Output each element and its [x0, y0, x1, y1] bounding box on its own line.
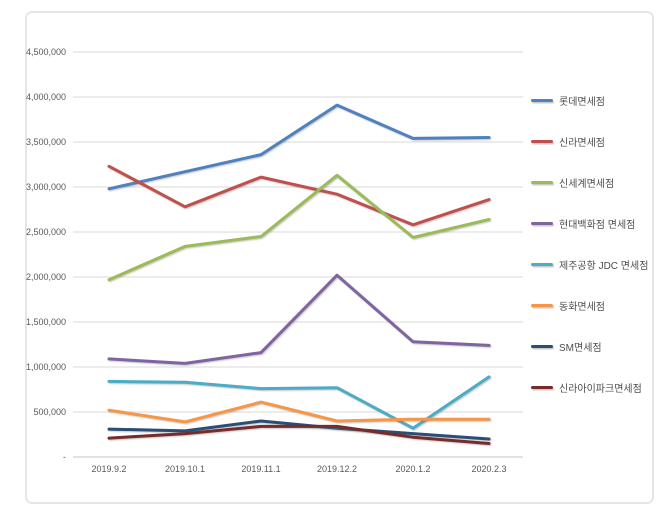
legend-line-swatch: [531, 304, 553, 307]
x-axis-tick-label: 2019.10.1: [164, 464, 206, 474]
legend-line-swatch: [531, 345, 553, 348]
legend-label: 현대백화점 면세점: [559, 220, 636, 231]
series-line-0: [107, 103, 491, 191]
legend-label: SM면세점: [559, 343, 602, 354]
y-axis-tick-label: 4,000,000: [25, 92, 66, 102]
legend-item-0: 롯데면세점: [531, 80, 659, 121]
y-axis-tick-label: 2,500,000: [25, 227, 66, 237]
series-line-3: [107, 273, 491, 365]
legend-label: 제주공항 JDC 면세점: [559, 261, 649, 272]
series-line-2: [107, 173, 491, 282]
series-line-6: [107, 419, 491, 441]
series-line-7: [107, 424, 491, 445]
series-line-5: [107, 400, 491, 424]
legend-line-swatch: [531, 386, 553, 389]
legend-label: 롯데면세점: [559, 97, 605, 108]
y-axis-tick-label: 500,000: [33, 407, 66, 417]
legend-label: 신세계면세점: [559, 179, 615, 190]
legend-line-swatch: [531, 181, 553, 184]
y-axis-tick-label: 4,500,000: [25, 47, 66, 57]
legend-line-swatch: [531, 263, 553, 266]
y-axis-tick-label: -: [63, 452, 66, 462]
y-axis-tick-label: 3,000,000: [25, 182, 66, 192]
legend-item-3: 현대백화점 면세점: [531, 203, 659, 244]
legend-line-swatch: [531, 99, 553, 102]
legend-item-2: 신세계면세점: [531, 162, 659, 203]
x-axis-tick-label: 2019.9.2: [91, 464, 127, 474]
legend-label: 동화면세점: [559, 302, 605, 313]
legend-label: 신라아이파크면세점: [559, 384, 642, 395]
y-axis-tick-label: 1,500,000: [25, 317, 66, 327]
y-axis-tick-label: 3,500,000: [25, 137, 66, 147]
x-axis-tick-label: 2019.12.2: [316, 464, 358, 474]
legend-line-swatch: [531, 222, 553, 225]
legend-item-5: 동화면세점: [531, 285, 659, 326]
y-axis-tick-label: 2,000,000: [25, 272, 66, 282]
x-axis-tick-label: 2020.1.2: [395, 464, 431, 474]
series-line-1: [107, 164, 491, 227]
legend-line-swatch: [531, 140, 553, 143]
x-axis-tick-label: 2020.2.3: [471, 464, 507, 474]
legend-label: 신라면세점: [559, 138, 605, 149]
legend-item-1: 신라면세점: [531, 121, 659, 162]
legend-item-6: SM면세점: [531, 326, 659, 367]
x-axis-tick-label: 2019.11.1: [241, 464, 281, 474]
legend-item-7: 신라아이파크면세점: [531, 367, 659, 408]
legend-item-4: 제주공항 JDC 면세점: [531, 244, 659, 285]
y-axis-tick-label: 1,000,000: [25, 362, 66, 372]
